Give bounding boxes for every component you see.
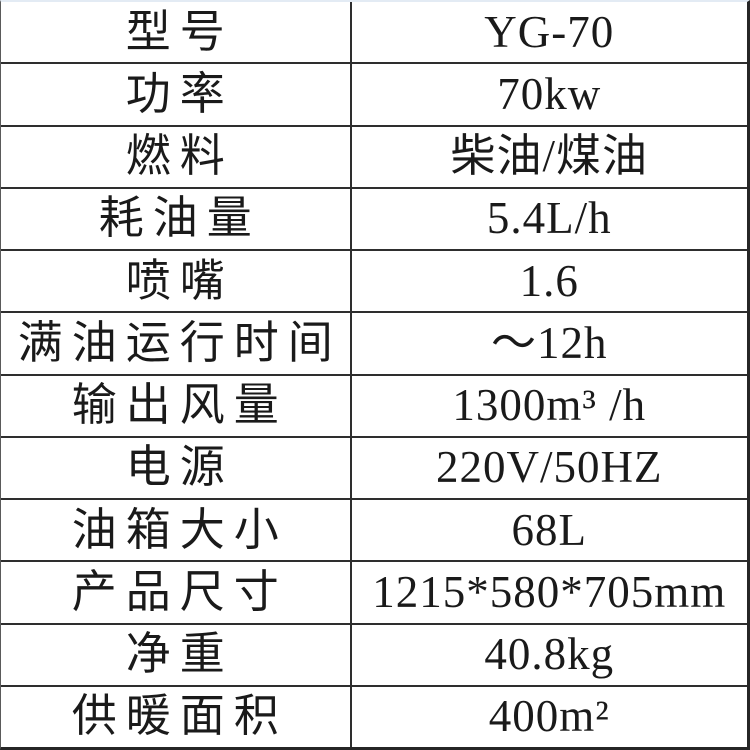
spec-value: 柴油/煤油 bbox=[450, 131, 649, 182]
table-row: 油箱大小 68L bbox=[1, 498, 747, 561]
table-row: 耗油量 5.4L/h bbox=[1, 186, 747, 249]
spec-label: 产品尺寸 bbox=[1, 562, 352, 623]
table-row: 供暖面积 400m² bbox=[1, 684, 747, 747]
spec-label: 型号 bbox=[1, 2, 352, 63]
spec-label: 满油运行时间 bbox=[1, 313, 352, 374]
table-row: 电源 220V/50HZ bbox=[1, 435, 747, 498]
spec-label: 喷嘴 bbox=[1, 251, 352, 312]
table-row: 喷嘴 1.6 bbox=[1, 249, 747, 312]
spec-value: YG-70 bbox=[484, 6, 615, 57]
spec-value: 400m² bbox=[488, 691, 610, 742]
table-row: 燃料 柴油/煤油 bbox=[1, 124, 747, 187]
table-row: 产品尺寸 1215*580*705mm bbox=[1, 560, 747, 623]
spec-label: 油箱大小 bbox=[1, 500, 352, 561]
spec-value: ～12h bbox=[491, 317, 608, 368]
spec-value: 40.8kg bbox=[484, 629, 615, 680]
table-row: 净重 40.8kg bbox=[1, 622, 747, 685]
spec-label: 电源 bbox=[1, 437, 352, 498]
spec-label: 燃料 bbox=[1, 126, 352, 187]
spec-value: 68L bbox=[511, 504, 588, 555]
spec-value: 5.4L/h bbox=[486, 193, 612, 244]
spec-value: 1.6 bbox=[519, 255, 579, 306]
spec-label: 净重 bbox=[1, 624, 352, 685]
spec-value: 1300m³ /h bbox=[452, 380, 647, 431]
spec-label: 输出风量 bbox=[1, 375, 352, 436]
spec-label: 供暖面积 bbox=[1, 686, 352, 747]
spec-value: 70kw bbox=[497, 68, 602, 119]
spec-label: 功率 bbox=[1, 64, 352, 125]
table-row: 输出风量 1300m³ /h bbox=[1, 373, 747, 436]
table-row: 功率 70kw bbox=[1, 62, 747, 125]
table-row: 满油运行时间 ～12h bbox=[1, 311, 747, 374]
spec-label: 耗油量 bbox=[1, 188, 352, 249]
spec-value: 220V/50HZ bbox=[436, 442, 663, 493]
spec-value: 1215*580*705mm bbox=[372, 566, 727, 617]
table-row: 型号 YG-70 bbox=[1, 2, 747, 63]
